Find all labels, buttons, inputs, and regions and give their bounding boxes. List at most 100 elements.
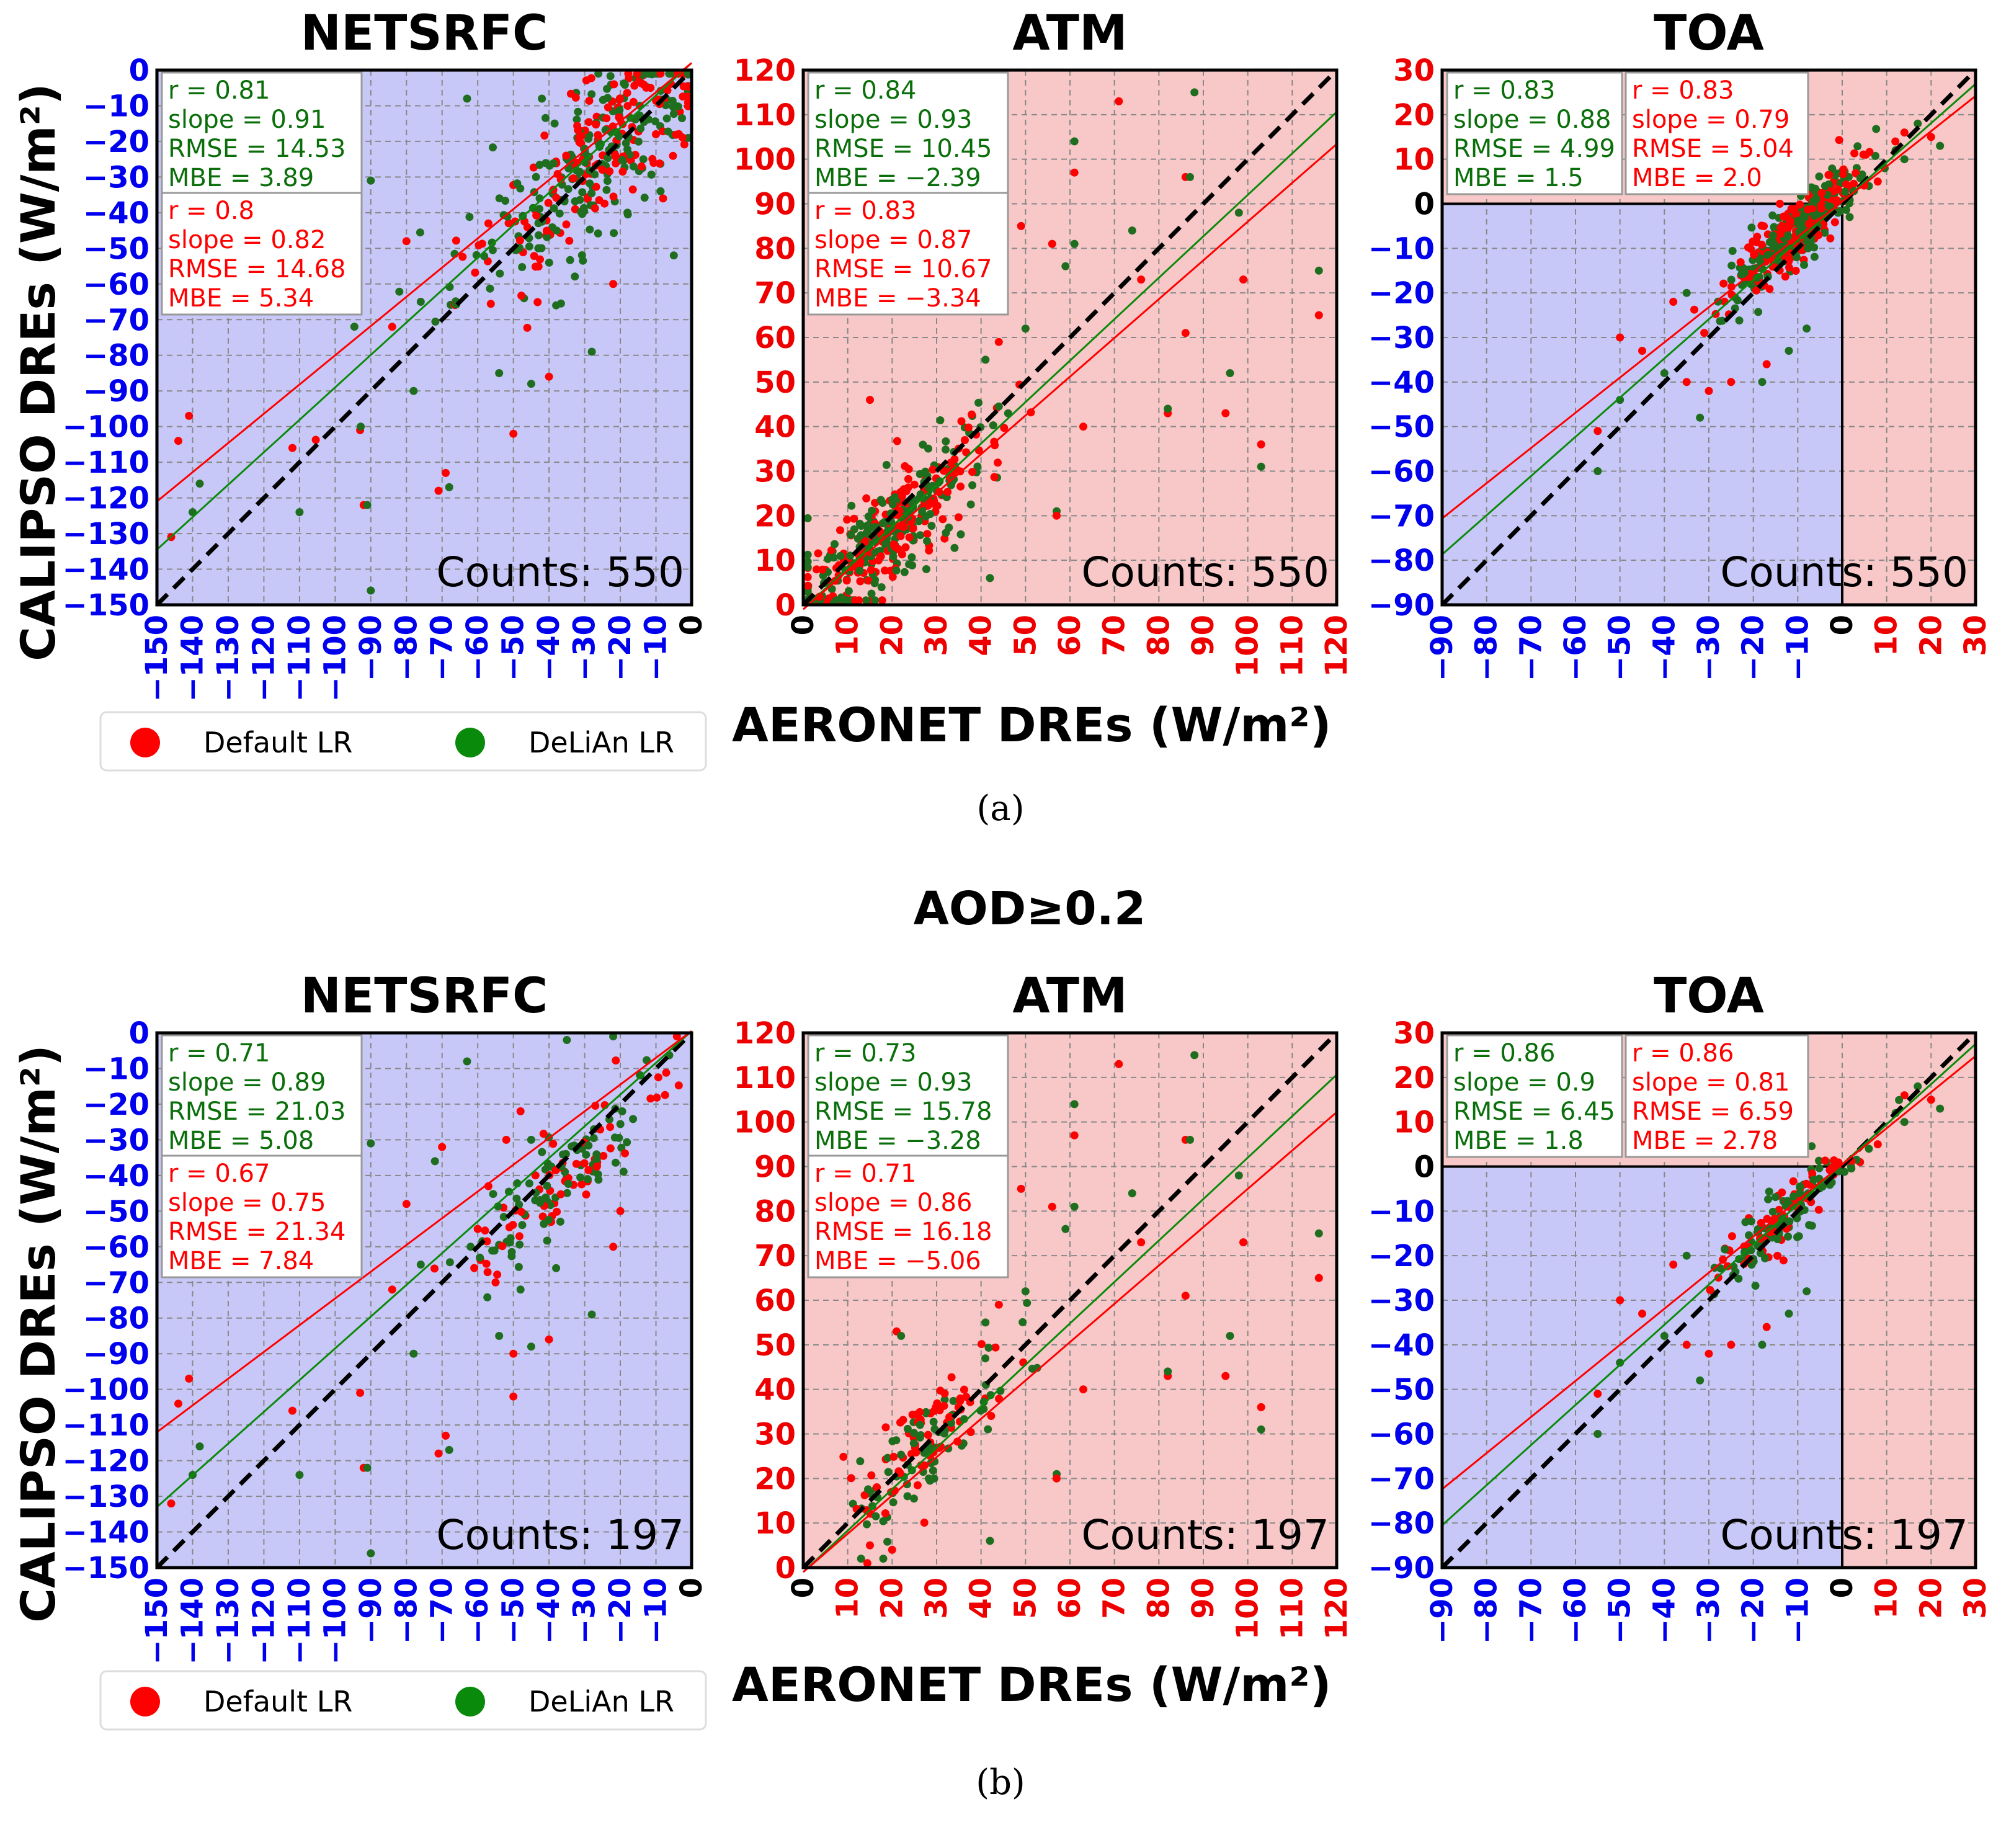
data-point-default <box>905 533 914 542</box>
x-tick-label: 100 <box>1231 1578 1265 1640</box>
data-point-default <box>851 596 860 605</box>
data-point-delian <box>496 269 504 278</box>
stats-text: MBE = 1.5 <box>1453 164 1584 192</box>
stats-box <box>161 71 363 195</box>
y-tick-label: −90 <box>83 1337 149 1372</box>
data-point-delian <box>1314 266 1323 275</box>
stats-text: slope = 0.75 <box>168 1189 326 1217</box>
data-point-delian <box>1865 1145 1873 1153</box>
stats-text: RMSE = 6.45 <box>1453 1097 1615 1126</box>
y-tick-label: −40 <box>1368 365 1435 400</box>
data-point-delian <box>984 1344 993 1352</box>
data-point-delian <box>968 481 977 489</box>
panel-title: NETSRFC <box>301 968 548 1024</box>
stats-text: slope = 0.88 <box>1453 105 1611 134</box>
data-point-delian <box>532 172 540 181</box>
data-point-default <box>533 298 542 306</box>
data-point-default <box>1762 360 1771 368</box>
stats-text: MBE = −2.39 <box>814 164 981 192</box>
data-point-delian <box>514 1262 523 1271</box>
y-tick-label: −20 <box>83 1087 149 1122</box>
data-point-delian <box>1794 216 1803 225</box>
data-point-default <box>994 458 1002 467</box>
x-tick-label: −60 <box>1558 1578 1593 1644</box>
data-point-default <box>438 1143 447 1151</box>
data-point-delian <box>956 530 965 538</box>
data-point-default <box>860 1491 869 1499</box>
data-point-delian <box>1751 1282 1760 1290</box>
y-tick-label: −80 <box>83 1301 149 1336</box>
data-point-delian <box>367 586 375 595</box>
data-point-delian <box>545 1215 553 1224</box>
x-tick-label: −20 <box>603 1578 638 1644</box>
data-point-default <box>1000 424 1009 432</box>
x-tick-label: −10 <box>1780 615 1815 681</box>
data-point-delian <box>1805 239 1813 248</box>
x-tick-label: −90 <box>1425 615 1460 681</box>
data-point-default <box>659 194 667 203</box>
data-point-delian <box>879 1555 888 1563</box>
data-point-default <box>481 1226 489 1235</box>
data-point-delian <box>561 1149 570 1158</box>
data-point-delian <box>1721 1245 1729 1254</box>
stats-box <box>1446 71 1623 195</box>
data-point-default <box>1638 1310 1646 1318</box>
panel-title: TOA <box>1654 968 1764 1024</box>
data-point-delian <box>1660 369 1669 377</box>
data-point-default <box>470 1264 479 1272</box>
data-point-delian <box>527 1135 535 1144</box>
y-tick-label: −80 <box>83 339 149 373</box>
data-point-default <box>598 166 607 174</box>
data-point-default <box>1257 440 1265 449</box>
y-tick-label: 10 <box>1393 1105 1435 1140</box>
stats-text: MBE = −3.34 <box>814 284 981 313</box>
data-point-default <box>595 196 604 205</box>
data-point-delian <box>525 1179 533 1188</box>
data-point-delian <box>476 1253 484 1262</box>
stats-box <box>161 1034 363 1158</box>
data-point-default <box>1757 240 1766 249</box>
stats-text: r = 0.73 <box>814 1039 916 1068</box>
x-tick-label: −40 <box>1647 1578 1682 1644</box>
data-point-default <box>511 217 519 226</box>
data-point-delian <box>844 587 853 596</box>
data-point-default <box>609 1243 618 1251</box>
data-point-delian <box>604 154 612 163</box>
data-point-delian <box>662 114 671 123</box>
legend-frame <box>99 1670 707 1731</box>
data-point-default <box>612 159 620 167</box>
x-tick-label: −150 <box>140 1578 174 1664</box>
data-point-default <box>1727 1232 1736 1241</box>
stats-text: slope = 0.89 <box>168 1068 326 1097</box>
data-point-default <box>1048 1202 1056 1211</box>
data-point-delian <box>656 187 665 195</box>
data-point-default <box>185 411 194 420</box>
stats-text: slope = 0.93 <box>814 1068 972 1097</box>
middle-title: AOD≥0.2 <box>914 882 1146 935</box>
data-point-delian <box>556 1217 564 1226</box>
data-point-default <box>616 1207 625 1215</box>
fit-line-default <box>156 1030 692 1433</box>
data-point-default <box>1765 1228 1774 1236</box>
data-point-default <box>839 1452 848 1461</box>
data-point-delian <box>1763 251 1772 259</box>
x-tick-label: −40 <box>532 1578 566 1644</box>
data-point-default <box>452 236 460 245</box>
data-point-delian <box>877 583 886 592</box>
data-point-delian <box>620 81 629 89</box>
data-point-delian <box>942 445 950 454</box>
stats-text: RMSE = 14.53 <box>168 135 345 163</box>
y-tick-label: 30 <box>754 1417 796 1452</box>
data-point-delian <box>615 132 623 141</box>
data-point-delian <box>550 204 558 213</box>
data-point-default <box>1802 1179 1811 1188</box>
data-point-delian <box>1895 1096 1904 1104</box>
stats-text: slope = 0.79 <box>1632 105 1789 134</box>
data-point-delian <box>571 272 579 281</box>
stats-text: RMSE = 5.04 <box>1632 135 1794 163</box>
y-tick-label: −50 <box>1368 410 1435 445</box>
data-point-delian <box>897 1332 906 1340</box>
stats-text: r = 0.8 <box>168 197 254 225</box>
x-tick-label: −70 <box>1513 615 1548 681</box>
panel-title: ATM <box>1012 6 1127 61</box>
